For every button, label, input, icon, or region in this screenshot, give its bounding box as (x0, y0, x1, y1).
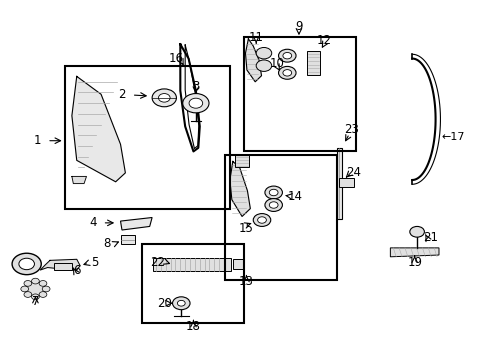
Bar (64, 66, 229, 208)
Text: 15: 15 (239, 222, 253, 235)
Polygon shape (389, 248, 438, 257)
Text: 19: 19 (407, 256, 421, 269)
Circle shape (24, 292, 32, 297)
Bar (153, 257, 230, 271)
Circle shape (39, 292, 47, 297)
Text: 23: 23 (344, 123, 358, 136)
Circle shape (278, 49, 295, 62)
Circle shape (283, 69, 291, 76)
Circle shape (177, 300, 185, 306)
Circle shape (269, 202, 278, 208)
Bar (244, 37, 356, 152)
Circle shape (409, 226, 424, 237)
Bar (54, 263, 72, 270)
Polygon shape (229, 161, 250, 216)
Circle shape (256, 48, 271, 59)
Text: 14: 14 (287, 190, 302, 203)
Text: 18: 18 (185, 320, 201, 333)
Circle shape (189, 98, 202, 108)
Polygon shape (120, 217, 152, 230)
Text: 12: 12 (316, 34, 331, 47)
Polygon shape (245, 39, 261, 82)
Circle shape (31, 278, 39, 284)
Bar (336, 148, 341, 219)
Circle shape (183, 94, 208, 113)
Text: ←17: ←17 (441, 132, 465, 142)
Text: 5: 5 (91, 256, 98, 269)
Polygon shape (40, 259, 80, 270)
Text: 9: 9 (295, 20, 302, 33)
Text: 24: 24 (345, 166, 360, 179)
Circle shape (257, 217, 266, 223)
Bar (224, 155, 336, 280)
Text: 20: 20 (157, 297, 172, 310)
Text: 3: 3 (192, 80, 199, 93)
Text: 22: 22 (150, 256, 165, 269)
Bar (120, 235, 135, 244)
Circle shape (152, 89, 176, 107)
Text: 16: 16 (168, 52, 183, 65)
Circle shape (21, 286, 29, 292)
Text: 4: 4 (89, 216, 96, 229)
Circle shape (264, 199, 282, 211)
Circle shape (269, 189, 278, 196)
Circle shape (31, 294, 39, 300)
Text: 1: 1 (34, 134, 41, 147)
Text: 21: 21 (422, 231, 437, 244)
Circle shape (26, 282, 45, 296)
Circle shape (278, 66, 295, 79)
Circle shape (39, 280, 47, 286)
Text: 10: 10 (269, 57, 285, 70)
Text: 7: 7 (32, 295, 39, 308)
Circle shape (158, 94, 170, 102)
Bar (306, 51, 320, 75)
Circle shape (42, 286, 50, 292)
Polygon shape (72, 76, 125, 182)
Bar (234, 155, 249, 167)
Circle shape (24, 280, 32, 286)
Bar (339, 178, 353, 187)
Bar (142, 244, 244, 323)
Text: 2: 2 (118, 89, 125, 102)
Text: 11: 11 (248, 31, 263, 44)
Text: 13: 13 (239, 275, 253, 288)
Circle shape (19, 258, 34, 270)
Circle shape (256, 60, 271, 71)
Circle shape (12, 253, 41, 275)
Bar (233, 259, 244, 269)
Polygon shape (72, 176, 86, 184)
Circle shape (172, 297, 190, 310)
Text: 8: 8 (103, 237, 111, 250)
Circle shape (264, 186, 282, 199)
Circle shape (253, 213, 270, 226)
Circle shape (283, 53, 291, 59)
Text: 6: 6 (73, 264, 81, 276)
